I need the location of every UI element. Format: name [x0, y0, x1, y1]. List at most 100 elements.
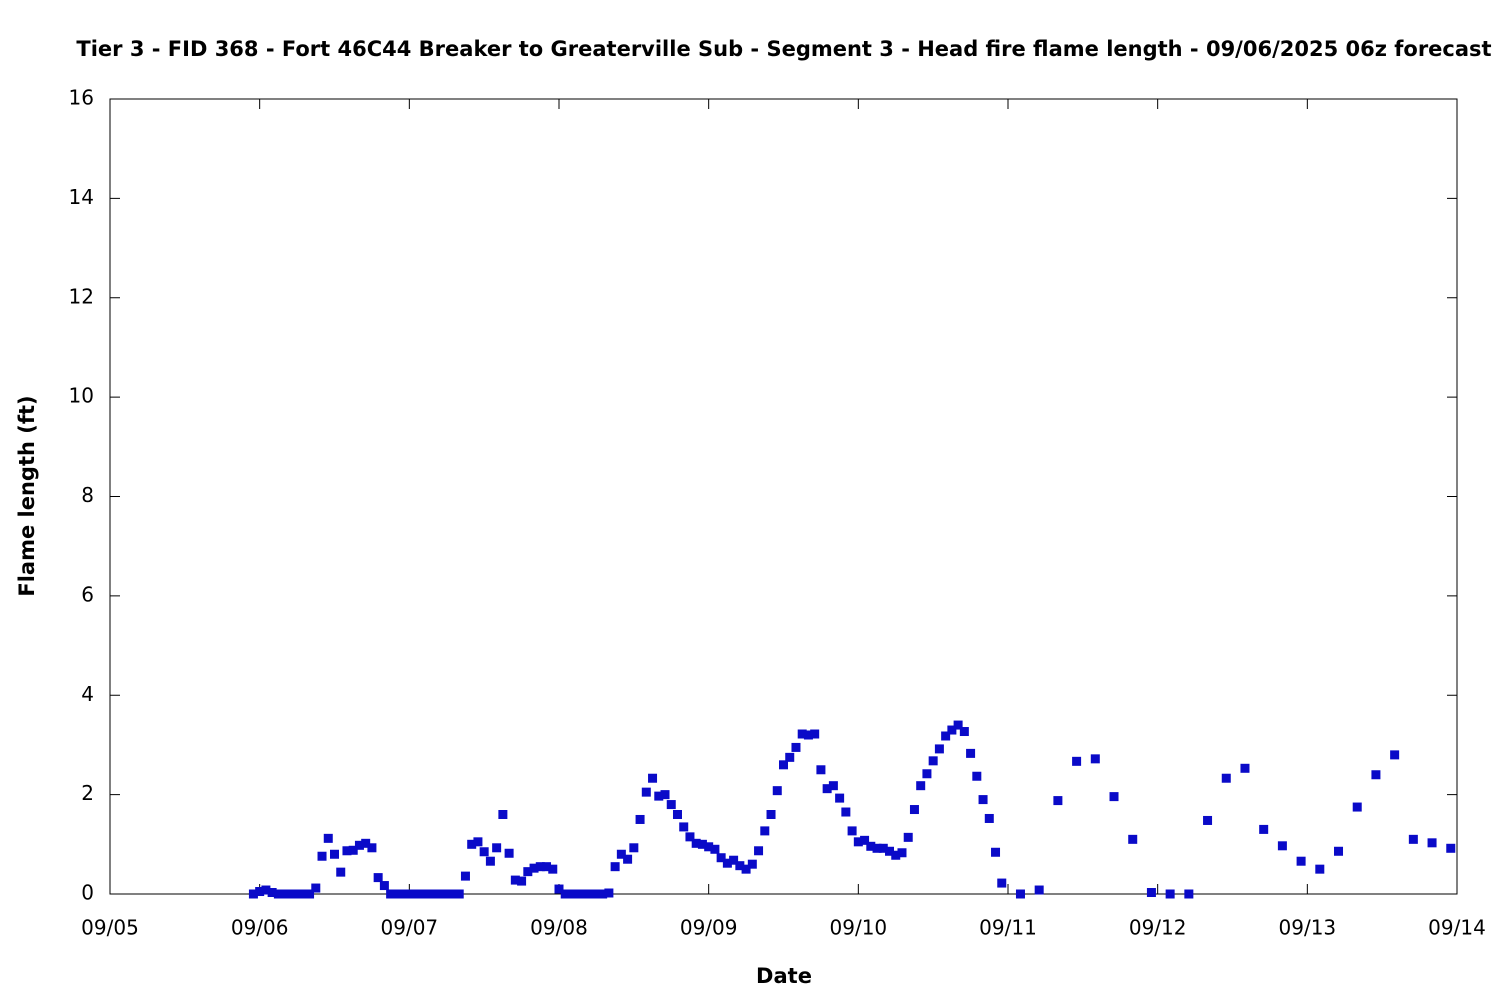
data-point — [1053, 796, 1063, 806]
data-point — [579, 889, 589, 899]
data-point — [953, 720, 963, 730]
y-tick-label: 12 — [69, 284, 94, 308]
data-point — [392, 889, 402, 899]
data-point — [941, 731, 951, 741]
data-point — [747, 859, 757, 869]
data-point — [255, 887, 265, 897]
data-point — [679, 822, 689, 832]
x-axis-label: Date — [756, 964, 812, 988]
data-point — [1408, 834, 1418, 844]
data-point — [860, 835, 870, 845]
data-point — [1334, 846, 1344, 856]
data-point — [785, 752, 795, 762]
x-tick-label: 09/08 — [530, 916, 588, 940]
data-point — [779, 760, 788, 770]
data-point — [978, 795, 988, 805]
data-point — [760, 826, 770, 836]
data-point — [404, 889, 414, 899]
data-point — [323, 833, 333, 843]
data-point — [654, 791, 664, 801]
data-point — [648, 773, 658, 783]
data-point — [354, 840, 364, 850]
x-tick-label: 09/14 — [1428, 916, 1486, 940]
data-point — [828, 781, 838, 791]
data-point — [866, 841, 876, 851]
data-point — [273, 889, 283, 899]
data-point — [479, 847, 489, 857]
data-point — [791, 742, 801, 752]
data-point — [616, 849, 626, 859]
data-point — [872, 843, 882, 853]
data-point — [629, 843, 639, 853]
x-tick-label: 09/05 — [81, 916, 139, 940]
data-point — [510, 875, 520, 885]
data-point — [429, 889, 439, 899]
data-point — [754, 846, 764, 856]
data-point — [292, 889, 302, 899]
data-point — [891, 850, 901, 860]
data-point — [672, 810, 682, 819]
data-point — [598, 889, 608, 899]
data-point — [903, 832, 913, 842]
x-tick-label: 09/06 — [231, 916, 289, 940]
data-point — [1390, 750, 1400, 760]
data-point — [467, 839, 477, 849]
x-tick-label: 09/07 — [381, 916, 439, 940]
data-point — [286, 889, 296, 899]
data-point — [1165, 889, 1175, 899]
data-point — [492, 843, 502, 853]
data-point — [885, 846, 895, 856]
data-point — [922, 769, 932, 779]
x-tick-label: 09/09 — [680, 916, 738, 940]
data-point — [897, 848, 907, 858]
data-point — [411, 889, 421, 899]
data-point — [847, 826, 857, 836]
data-point — [853, 837, 863, 847]
data-point — [367, 843, 377, 853]
data-point — [248, 889, 258, 899]
data-point — [560, 889, 570, 899]
data-point — [735, 861, 745, 871]
y-tick-label: 0 — [81, 881, 94, 905]
y-tick-label: 10 — [69, 384, 94, 408]
data-point — [729, 855, 739, 865]
data-point — [685, 832, 695, 842]
x-tick-label: 09/10 — [830, 916, 888, 940]
data-point — [984, 813, 994, 823]
data-point — [766, 810, 776, 819]
data-point — [330, 849, 339, 859]
data-point — [448, 889, 458, 899]
data-point — [623, 854, 633, 864]
data-point — [1184, 889, 1194, 899]
data-point — [797, 729, 807, 739]
data-point — [280, 889, 290, 899]
data-point — [1277, 841, 1287, 851]
data-point — [697, 839, 707, 849]
data-point — [504, 848, 514, 858]
y-tick-label: 2 — [81, 781, 94, 805]
data-point — [934, 744, 944, 754]
data-point — [342, 846, 352, 856]
x-tick-label: 09/13 — [1279, 916, 1337, 940]
data-point — [361, 838, 371, 848]
data-point — [498, 810, 508, 819]
y-axis-label: Flame length (ft) — [15, 395, 39, 596]
data-point — [660, 790, 670, 800]
data-point — [610, 862, 620, 872]
data-point — [436, 889, 446, 899]
data-point — [1352, 802, 1362, 812]
data-point — [298, 889, 308, 899]
data-point — [1427, 838, 1437, 848]
data-point — [523, 867, 533, 877]
data-point — [772, 786, 782, 796]
data-point — [379, 881, 389, 891]
data-point — [641, 787, 651, 797]
data-point — [1315, 864, 1325, 874]
data-point — [1128, 834, 1138, 844]
data-point — [1240, 763, 1250, 773]
data-point — [691, 838, 701, 848]
data-point — [1203, 815, 1213, 825]
data-point — [716, 853, 726, 863]
